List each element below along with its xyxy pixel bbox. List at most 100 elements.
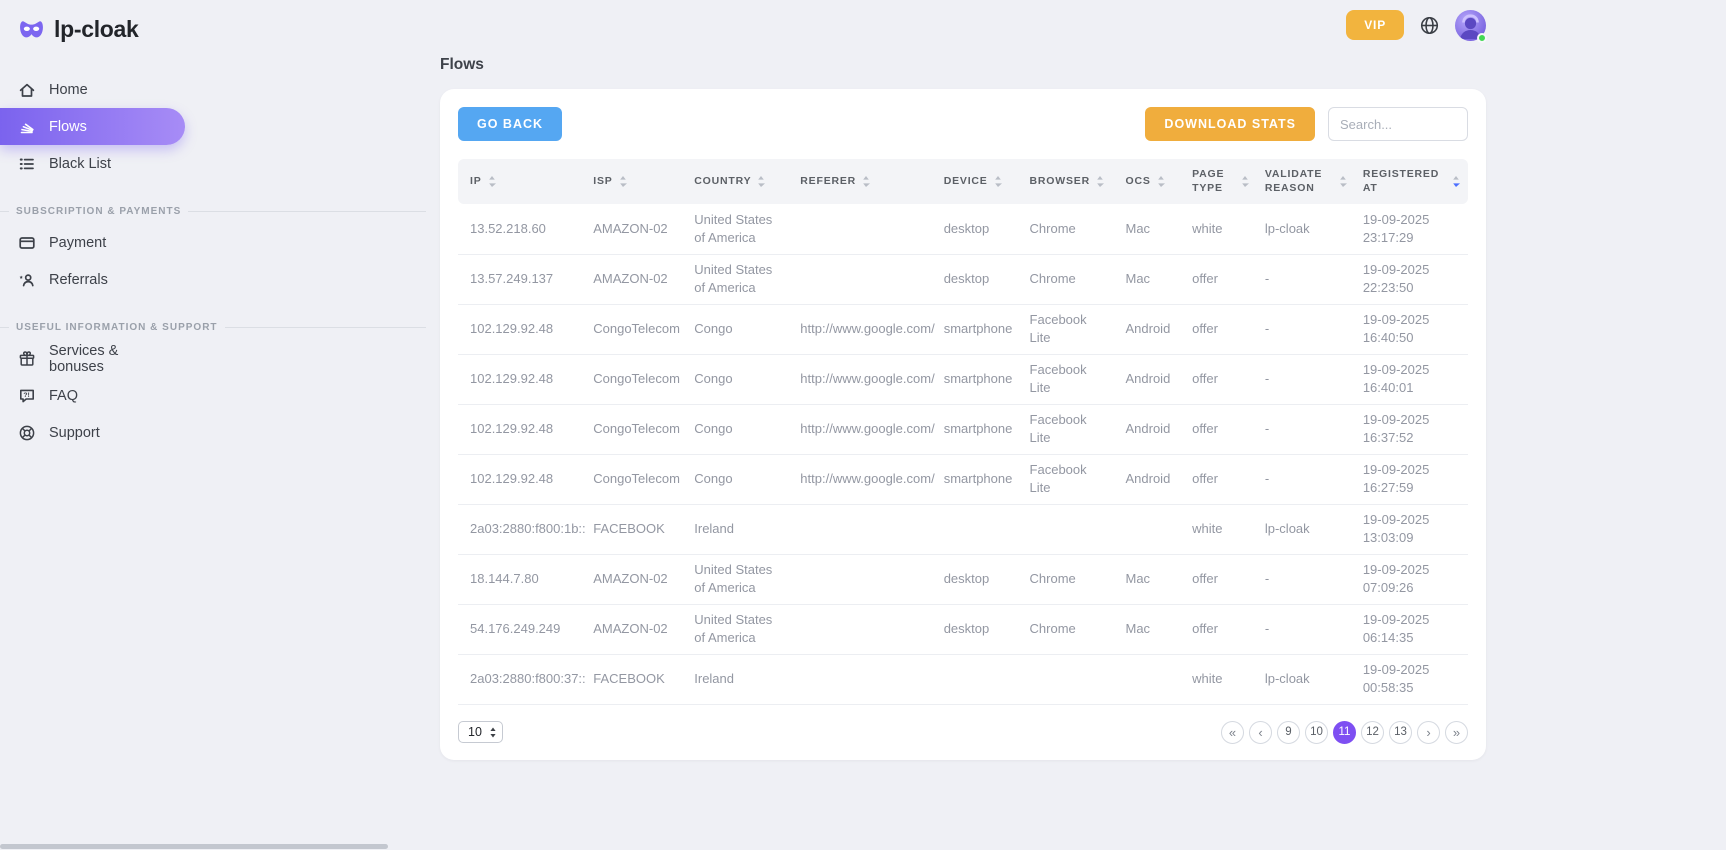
cell-ocs: Mac [1117,204,1185,255]
sidebar-item-label: Black List [49,155,112,172]
table-row[interactable]: 102.129.92.48 CongoTelecom Congo http://… [458,404,1468,455]
table-row[interactable]: 13.57.249.137 AMAZON-02 United States of… [458,254,1468,305]
cell-referer [792,604,936,655]
cell-country: Congo [686,454,793,505]
gift-icon [19,350,35,366]
cell-isp: CongoTelecom [585,304,687,355]
table-row[interactable]: 18.144.7.80 AMAZON-02 United States of A… [458,554,1468,605]
sort-icon[interactable] [1157,175,1165,188]
main-area: VIP Flows GO BAC [440,0,1726,850]
cell-country: United States of America [686,604,793,655]
pagination-last-button[interactable]: » [1445,720,1468,744]
search-input[interactable] [1328,107,1468,141]
cell-ip: 102.129.92.48 [458,354,586,405]
topbar: VIP [440,0,1487,46]
cell-registered-at: 19-09-2025 00:58:35 [1354,654,1468,705]
cell-isp: CongoTelecom [585,404,687,455]
table-row[interactable]: 102.129.92.48 CongoTelecom Congo http://… [458,304,1468,355]
cell-page-type: offer [1184,454,1257,505]
sort-icon[interactable] [862,175,871,188]
sort-icon[interactable] [488,175,496,188]
cell-browser: Chrome [1021,204,1118,255]
sidebar-item-home[interactable]: Home [0,71,185,108]
globe-icon [1420,16,1439,34]
home-icon [19,83,35,97]
pagination-page-button[interactable]: 10 [1305,720,1328,744]
flows-icon [20,123,34,133]
vip-button[interactable]: VIP [1346,10,1404,40]
go-back-button[interactable]: GO BACK [458,107,563,141]
cell-browser [1021,504,1118,555]
cell-device: desktop [935,554,1022,605]
cell-validate-reason: lp-cloak [1256,504,1355,555]
sidebar-item-services-bonuses[interactable]: Services & bonuses [0,340,185,377]
per-page-value: 10 [468,725,482,740]
sidebar-item-referrals[interactable]: Referrals [0,261,185,298]
cell-ocs [1117,654,1185,705]
support-globe-icon [19,425,35,440]
sort-icon-active-desc[interactable] [1452,175,1460,188]
column-header-validate-reason[interactable]: VALIDATE REASON [1256,159,1355,205]
sort-icon[interactable] [1241,175,1249,188]
sidebar-item-support[interactable]: Support [0,414,185,451]
column-header-browser[interactable]: BROWSER [1021,159,1118,205]
table-row[interactable]: 102.129.92.48 CongoTelecom Congo http://… [458,354,1468,405]
cell-ocs: Android [1117,304,1185,355]
cell-referer: http://www.google.com/ [792,404,936,455]
sidebar-item-payment[interactable]: Payment [0,224,185,261]
cell-validate-reason: lp-cloak [1256,654,1355,705]
brand-logo[interactable]: lp-cloak [0,12,440,47]
per-page-select[interactable]: 10 [458,721,503,744]
table-row[interactable]: 54.176.249.249 AMAZON-02 United States o… [458,604,1468,655]
column-header-country[interactable]: COUNTRY [686,159,793,205]
sidebar: lp-cloak Home Flows Black List [0,0,440,850]
cell-ip: 13.57.249.137 [458,254,586,305]
sidebar-item-black-list[interactable]: Black List [0,145,185,182]
sort-icon[interactable] [757,175,766,188]
pagination-page-button-active[interactable]: 11 [1333,720,1356,744]
table-header: IP ISP COUNTRY REFERER DEVICE BROWSER [458,159,1468,205]
column-header-isp[interactable]: ISP [585,159,687,205]
cell-page-type: offer [1184,354,1257,405]
cell-browser: Facebook Lite [1021,304,1118,355]
sidebar-item-faq[interactable]: ?! FAQ [0,377,185,414]
user-avatar[interactable] [1455,9,1487,43]
cell-ip: 54.176.249.249 [458,604,586,655]
table-row[interactable]: 102.129.92.48 CongoTelecom Congo http://… [458,454,1468,505]
horizontal-scrollbar-thumb[interactable] [0,844,388,849]
cell-country: Congo [686,354,793,405]
sort-icon[interactable] [1339,175,1347,188]
pagination-next-button[interactable]: › [1417,720,1440,744]
table-row[interactable]: 2a03:2880:f800:37:: FACEBOOK Ireland whi… [458,654,1468,705]
pagination-first-button[interactable]: « [1221,720,1244,744]
cell-ip: 13.52.218.60 [458,204,586,255]
table-row[interactable]: 2a03:2880:f800:1b:: FACEBOOK Ireland whi… [458,504,1468,555]
cell-registered-at: 19-09-2025 06:14:35 [1354,604,1468,655]
column-header-ip[interactable]: IP [458,159,586,205]
column-header-registered-at[interactable]: REGISTERED AT [1354,159,1468,205]
language-button[interactable] [1419,15,1440,36]
table-row[interactable]: 13.52.218.60 AMAZON-02 United States of … [458,204,1468,255]
column-header-referer[interactable]: REFERER [792,159,936,205]
pagination-page-button[interactable]: 12 [1361,720,1384,744]
sort-icon[interactable] [619,175,627,188]
sort-icon[interactable] [1096,175,1104,188]
cell-device [935,504,1022,555]
cell-browser: Facebook Lite [1021,354,1118,405]
sidebar-item-label: Referrals [49,271,108,288]
column-header-device[interactable]: DEVICE [935,159,1022,205]
pagination-page-button[interactable]: 9 [1277,720,1300,744]
download-stats-button[interactable]: DOWNLOAD STATS [1145,107,1315,141]
stepper-icon [490,727,496,738]
column-header-ocs[interactable]: OCS [1117,159,1185,205]
pagination-page-button[interactable]: 13 [1389,720,1412,744]
cell-referer [792,554,936,605]
cell-validate-reason: - [1256,254,1355,305]
column-header-page-type[interactable]: PAGE TYPE [1184,159,1257,205]
pagination-prev-button[interactable]: ‹ [1249,720,1272,744]
sidebar-item-flows[interactable]: Flows [0,108,185,145]
cell-ocs: Android [1117,454,1185,505]
cell-browser: Facebook Lite [1021,454,1118,505]
sort-icon[interactable] [994,175,1002,188]
cell-country: Ireland [686,654,793,705]
